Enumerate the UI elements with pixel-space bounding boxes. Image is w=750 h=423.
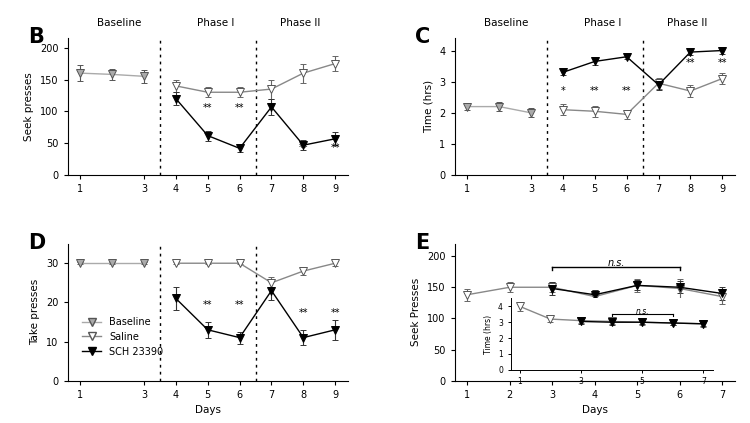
Text: **: ** xyxy=(203,300,212,310)
X-axis label: Days: Days xyxy=(195,405,220,415)
Text: **: ** xyxy=(235,103,244,113)
Legend: Baseline, Saline, SCH 23390: Baseline, Saline, SCH 23390 xyxy=(78,313,167,360)
Text: E: E xyxy=(416,233,430,253)
Y-axis label: Seek Presses: Seek Presses xyxy=(412,278,422,346)
Text: **: ** xyxy=(622,86,632,96)
Text: **: ** xyxy=(718,58,727,68)
Text: **: ** xyxy=(686,58,695,68)
X-axis label: Days: Days xyxy=(582,405,608,415)
Text: **: ** xyxy=(235,300,244,310)
Text: B: B xyxy=(28,27,44,47)
Text: **: ** xyxy=(331,143,340,154)
Y-axis label: Time (hrs): Time (hrs) xyxy=(424,80,433,133)
Text: *: * xyxy=(560,86,566,96)
Text: Phase I: Phase I xyxy=(197,19,235,28)
Text: Phase II: Phase II xyxy=(280,19,320,28)
Text: Baseline: Baseline xyxy=(484,19,529,28)
Text: **: ** xyxy=(331,308,340,318)
Text: Phase II: Phase II xyxy=(668,19,707,28)
Text: **: ** xyxy=(298,143,308,154)
Text: D: D xyxy=(28,233,46,253)
Text: **: ** xyxy=(203,103,212,113)
Text: **: ** xyxy=(590,86,599,96)
Text: n.s.: n.s. xyxy=(608,258,625,268)
Y-axis label: Take presses: Take presses xyxy=(31,279,40,345)
Text: Baseline: Baseline xyxy=(98,19,142,28)
Text: Phase I: Phase I xyxy=(584,19,622,28)
Text: C: C xyxy=(416,27,430,47)
Y-axis label: Seek presses: Seek presses xyxy=(25,72,34,141)
Text: **: ** xyxy=(298,308,308,318)
